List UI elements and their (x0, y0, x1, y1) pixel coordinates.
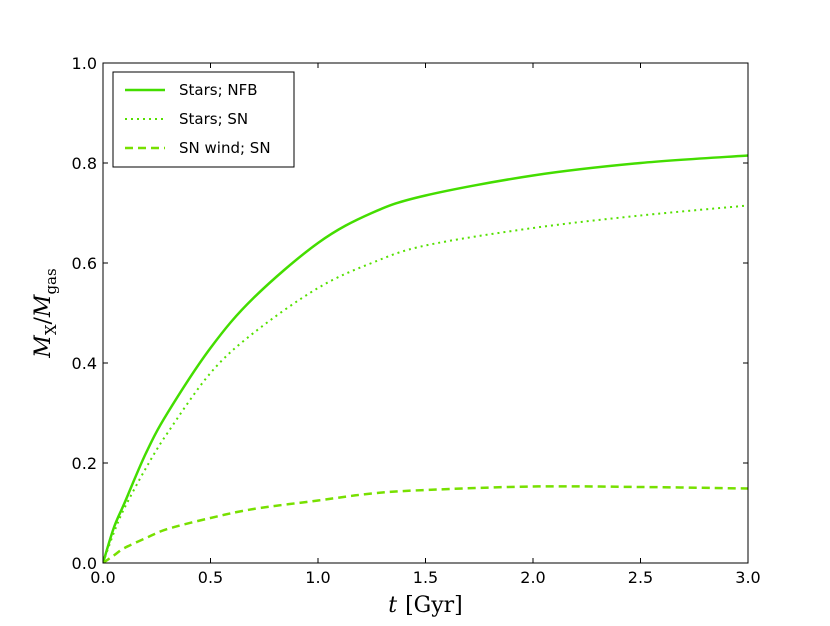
series-line-2 (103, 204, 748, 563)
axes: 0.0 0.5 1.0 1.5 2.0 2.5 3.0 0.0 0.2 0.4 0.6 0.8 1.0 t… (31, 54, 761, 618)
x-tick-label: 3.0 (735, 568, 760, 587)
y-label-m1: M (31, 335, 56, 359)
x-tick-label: 1.0 (305, 568, 330, 587)
y-tick-label: 1.0 (72, 54, 97, 73)
x-axis-label: t [Gyr] (388, 593, 463, 618)
x-tick-label: 0.5 (198, 568, 223, 587)
y-label-sub2: gas (42, 268, 60, 294)
legend-label-1: Stars; NFB (179, 81, 258, 99)
legend: Stars; NFB Stars; SN SN wind; SN (112, 71, 295, 168)
y-tick-label: 0.2 (72, 454, 97, 473)
y-tick-label: 0.4 (72, 354, 97, 373)
y-tick-label: 0.0 (72, 554, 97, 573)
x-tick-label: 2.0 (520, 568, 545, 587)
series-line-1 (103, 154, 748, 563)
legend-label-2: Stars; SN (179, 110, 248, 128)
plot-area (103, 154, 748, 563)
x-tick-label: 2.5 (628, 568, 653, 587)
x-axis-variable: t (388, 593, 397, 618)
x-tick-label: 0.0 (90, 568, 115, 587)
x-tick-label: 1.5 (413, 568, 438, 587)
x-axis-unit: [Gyr] (405, 593, 463, 618)
y-tick-label: 0.8 (72, 154, 97, 173)
y-label-sub1: X (42, 324, 60, 335)
y-label-m2: M (31, 294, 56, 318)
series-line-3 (103, 485, 748, 563)
legend-label-3: SN wind; SN (179, 139, 271, 157)
y-tick-label: 0.6 (72, 254, 97, 273)
y-label-sep: / (31, 316, 56, 324)
y-axis-label: MX/Mgas (31, 268, 60, 358)
